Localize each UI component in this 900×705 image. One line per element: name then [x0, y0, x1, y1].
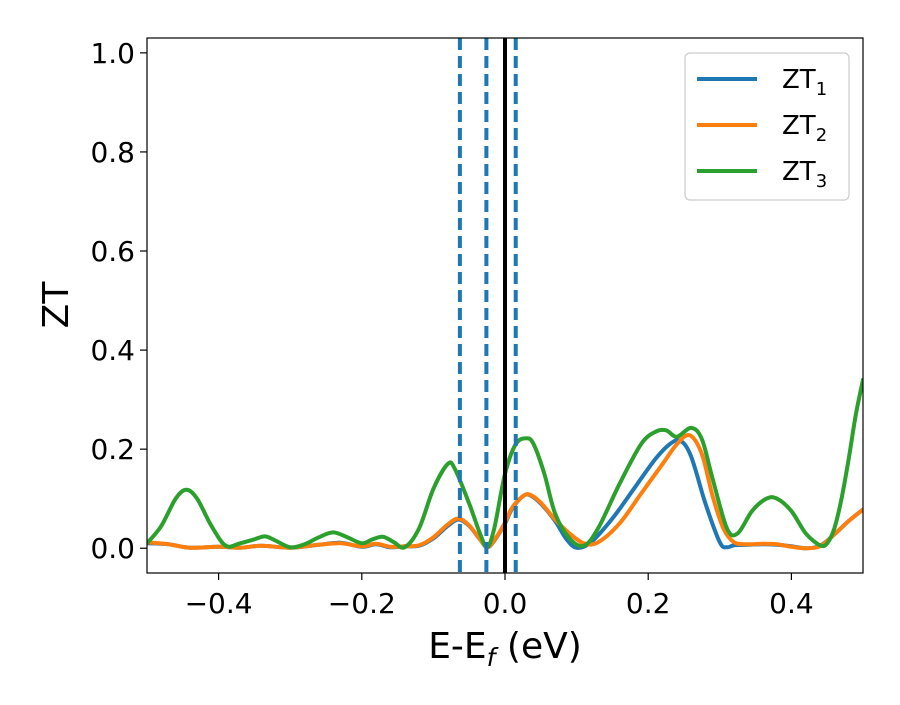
series-layer — [147, 377, 863, 551]
legend-entry-zt2: ZT2 — [697, 111, 827, 146]
legend-box — [684, 52, 850, 201]
y-tick-label: 1.0 — [90, 37, 135, 70]
legend-entry-zt1: ZT1 — [697, 65, 827, 100]
legend-label-zt1-sub: 1 — [816, 79, 827, 100]
legend-label-zt3-sub: 3 — [816, 171, 827, 192]
x-tick-label: 0.0 — [483, 587, 528, 620]
x-axis-label: E-Ef (eV) — [428, 626, 582, 672]
x-axis-label-unit: (eV) — [495, 626, 581, 667]
x-tick-label: 0.2 — [626, 587, 671, 620]
x-tick-label: −0.4 — [185, 587, 253, 620]
x-tick-label: 0.4 — [769, 587, 814, 620]
x-tick-label: −0.2 — [328, 587, 396, 620]
legend: ZT1 ZT2 ZT3 — [684, 52, 850, 201]
legend-label-zt1: ZT1 — [782, 65, 827, 100]
vline-layer — [457, 38, 518, 573]
series-line-2 — [147, 433, 863, 551]
y-axis-ticks: 0.0 0.2 0.4 0.6 0.8 1.0 — [90, 37, 147, 565]
y-tick-label: 0.4 — [90, 334, 135, 367]
legend-entry-zt3: ZT3 — [697, 157, 827, 192]
legend-label-zt3: ZT3 — [782, 157, 827, 192]
y-tick-label: 0.2 — [90, 433, 135, 466]
y-tick-label: 0.0 — [90, 532, 135, 565]
legend-label-zt2-sub: 2 — [816, 125, 827, 146]
series-line-3 — [147, 377, 863, 550]
legend-label-zt1-main: ZT — [782, 65, 816, 95]
y-tick-label: 0.6 — [90, 235, 135, 268]
y-axis-label: ZT — [36, 281, 77, 329]
x-axis-ticks: −0.4 −0.2 0.0 0.2 0.4 — [185, 573, 814, 620]
legend-label-zt3-main: ZT — [782, 157, 816, 187]
legend-label-zt2-main: ZT — [782, 111, 816, 141]
x-axis-label-main: E-E — [428, 626, 486, 667]
legend-label-zt2: ZT2 — [782, 111, 827, 146]
y-tick-label: 0.8 — [90, 136, 135, 169]
